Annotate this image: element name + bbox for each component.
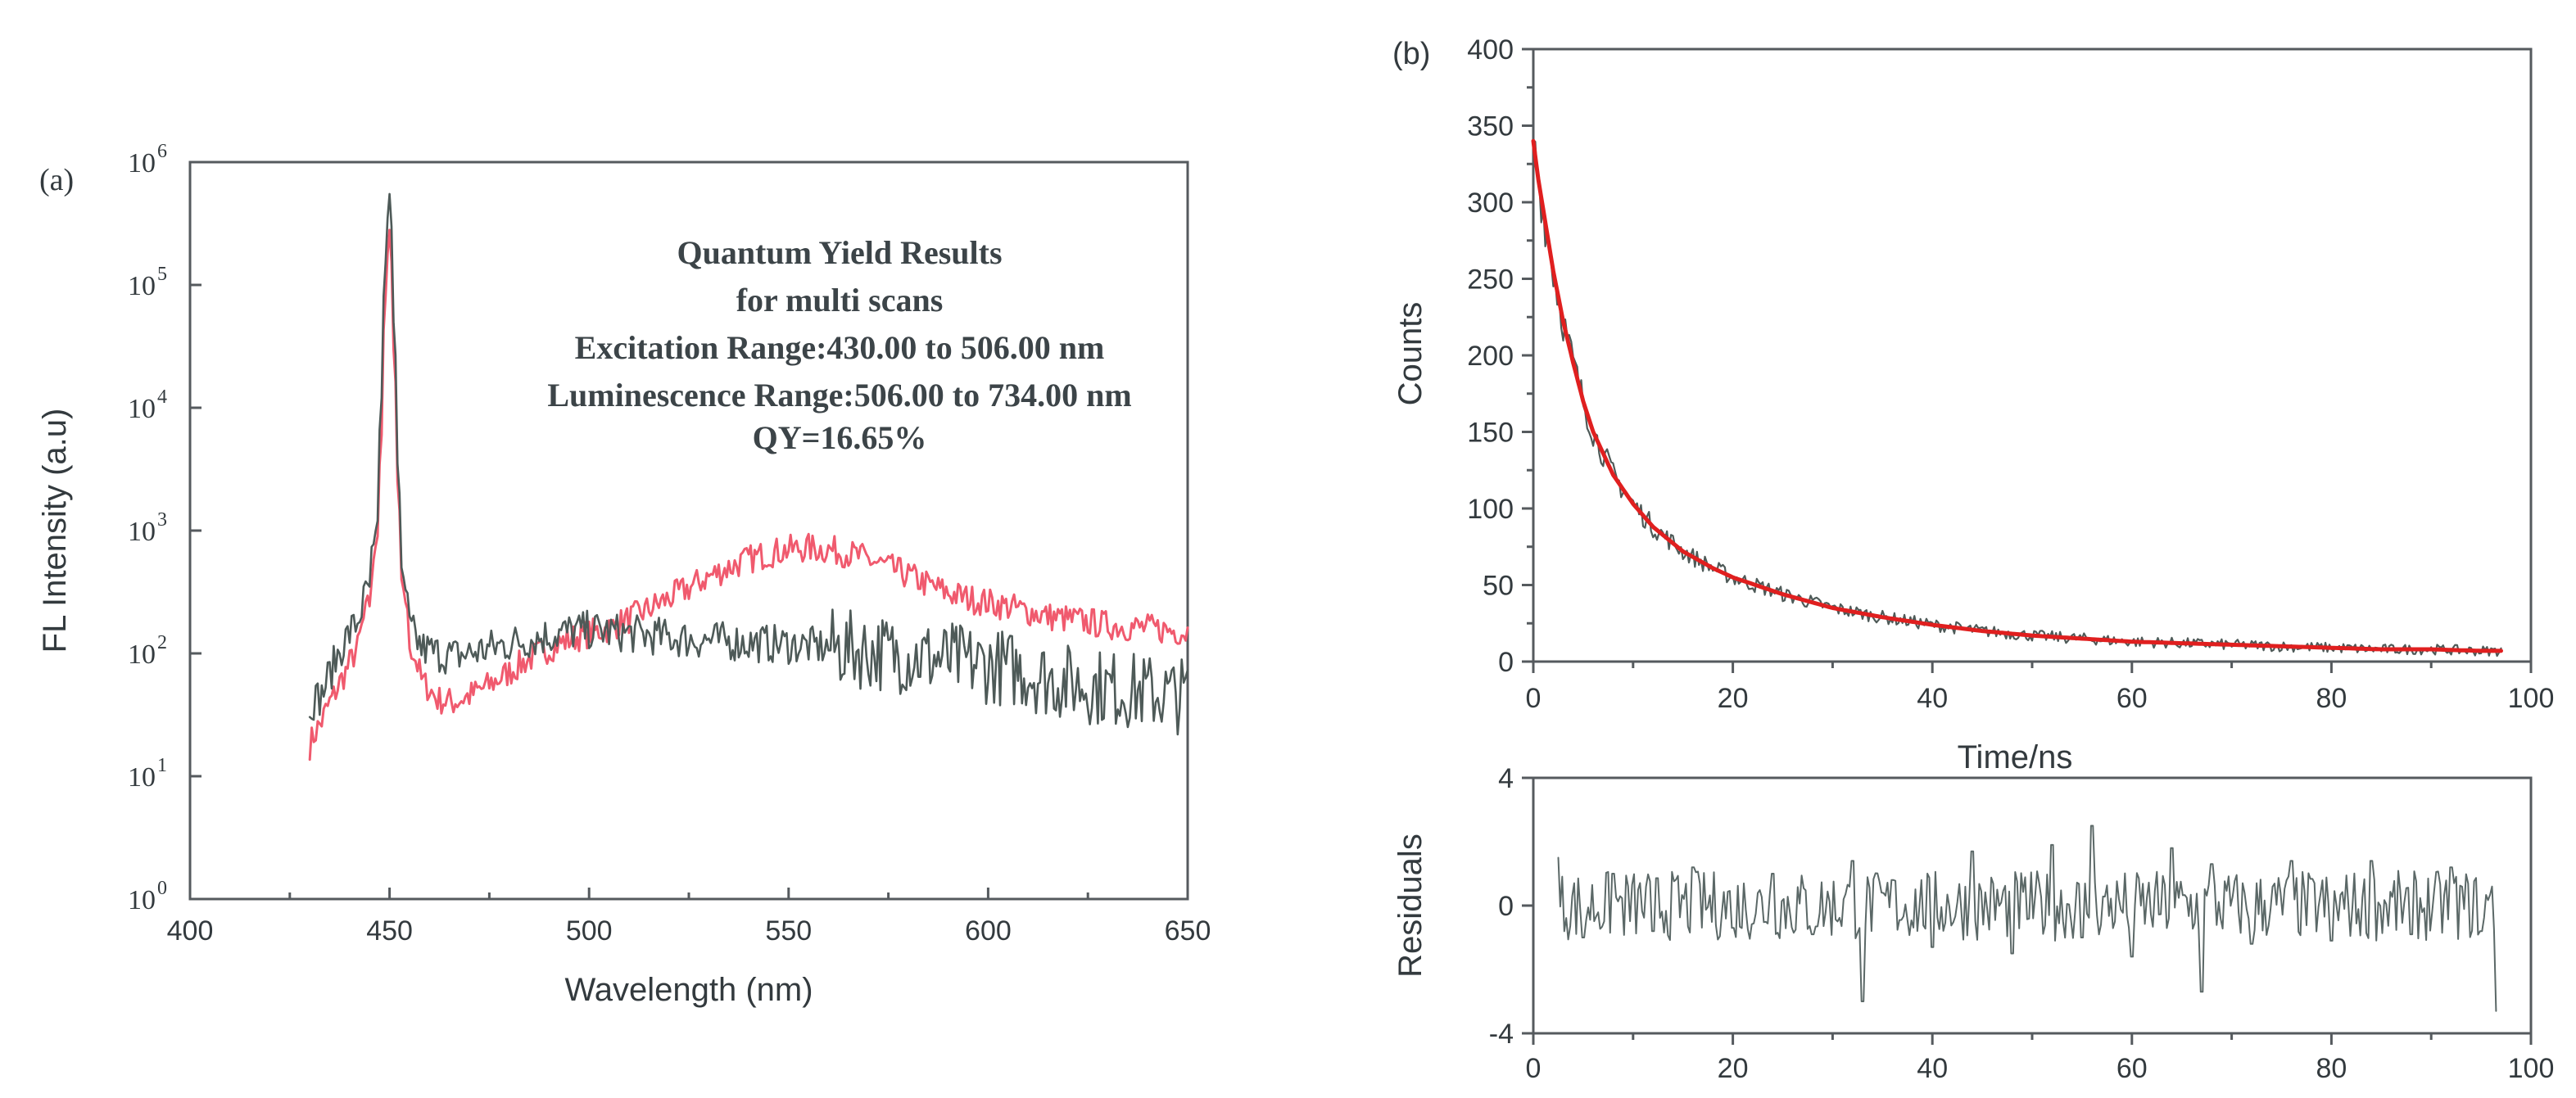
panel-b-residuals: 0 20 40 60 80 100 -4 0 4 Residuals <box>1392 763 2554 1084</box>
x-tick-label: 100 <box>2508 1053 2555 1084</box>
x-tick-label: 100 <box>2508 683 2555 714</box>
panel-a-annotation: Quantum Yield Results for multi scans Ex… <box>547 234 1131 456</box>
panel-a-label: (a) <box>39 163 74 197</box>
annotation-line: QY=16.65% <box>753 419 927 456</box>
decay-data-line <box>1532 140 2502 657</box>
x-tick-label: 40 <box>1917 683 1948 714</box>
y-tick-exponent: 1 <box>157 755 167 776</box>
x-tick-label: 80 <box>2316 1053 2347 1084</box>
x-tick-label: 40 <box>1917 1053 1948 1084</box>
y-tick-exponent: 4 <box>157 386 167 408</box>
sample-spectrum-line <box>308 228 1189 761</box>
residuals-series <box>1557 825 2497 1012</box>
x-tick-label: 0 <box>1526 1053 1542 1084</box>
annotation-line: Luminescence Range:506.00 to 734.00 nm <box>547 377 1131 413</box>
y-tick-exponent: 0 <box>157 878 167 899</box>
panel-b-label: (b) <box>1392 37 1430 71</box>
y-tick-label: 10 <box>128 639 156 670</box>
y-tick-label: 200 <box>1467 341 1514 372</box>
residuals-x-axis: 0 20 40 60 80 100 <box>1526 1033 2555 1084</box>
y-tick-label: -4 <box>1489 1019 1514 1050</box>
decay-fit-line <box>1531 138 2503 653</box>
annotation-line: Excitation Range:430.00 to 506.00 nm <box>575 329 1105 366</box>
x-tick-label: 0 <box>1526 683 1542 714</box>
x-tick-label: 20 <box>1718 1053 1749 1084</box>
y-tick-label: 10 <box>128 271 156 301</box>
y-tick-label: 0 <box>1498 891 1514 922</box>
y-tick-exponent: 2 <box>157 632 167 653</box>
panel-a-x-axis-label: Wavelength (nm) <box>564 972 813 1008</box>
panel-a-x-axis: 400 450 500 550 600 650 <box>167 888 1211 947</box>
x-tick-label: 450 <box>366 915 413 947</box>
annotation-line: for multi scans <box>736 282 944 319</box>
y-tick-exponent: 5 <box>157 264 167 285</box>
x-tick-label: 80 <box>2316 683 2347 714</box>
panel-b-decay: (b) 0 20 40 60 80 100 0 50 100 150 200 250 300 350 40… <box>1392 34 2554 775</box>
x-tick-label: 600 <box>965 915 1012 947</box>
y-tick-label: 10 <box>128 394 156 424</box>
residuals-line <box>1557 825 2497 1012</box>
panel-b-y-axis: 0 50 100 150 200 250 300 350 400 <box>1467 34 1533 678</box>
panel-b-series <box>1531 138 2503 657</box>
x-tick-label: 650 <box>1165 915 1211 947</box>
panel-b-y-axis-label: Counts <box>1392 302 1428 406</box>
y-tick-label: 0 <box>1498 647 1514 678</box>
residuals-y-axis: -4 0 4 <box>1489 763 1533 1050</box>
panel-b-plot-frame <box>1532 47 2533 663</box>
y-tick-label: 250 <box>1467 264 1514 296</box>
reference-spectrum-line <box>308 192 1189 736</box>
panel-b-x-axis-label: Time/ns <box>1958 739 2073 775</box>
y-tick-exponent: 6 <box>157 141 167 162</box>
y-tick-exponent: 3 <box>157 509 167 531</box>
panel-a-series <box>308 192 1189 761</box>
y-tick-label: 400 <box>1467 34 1514 66</box>
x-tick-label: 550 <box>765 915 812 947</box>
y-tick-label: 100 <box>1467 494 1514 525</box>
y-tick-label: 350 <box>1467 111 1514 142</box>
y-tick-label: 150 <box>1467 418 1514 449</box>
panel-a-plot-frame <box>188 160 1189 901</box>
y-tick-label: 10 <box>128 762 156 793</box>
panel-a-y-axis-label: FL Intensity (a.u) <box>37 409 73 653</box>
x-tick-label: 60 <box>2116 1053 2148 1084</box>
panel-b-x-axis: 0 20 40 60 80 100 <box>1526 662 2555 714</box>
x-tick-label: 60 <box>2116 683 2148 714</box>
y-tick-label: 10 <box>128 517 156 547</box>
x-tick-label: 500 <box>566 915 613 947</box>
y-tick-label: 300 <box>1467 188 1514 219</box>
annotation-line: Quantum Yield Results <box>677 234 1002 271</box>
residuals-y-axis-label: Residuals <box>1392 834 1428 978</box>
y-tick-label: 10 <box>128 885 156 915</box>
x-tick-label: 400 <box>167 915 214 947</box>
x-tick-label: 20 <box>1718 683 1749 714</box>
y-tick-label: 10 <box>128 148 156 178</box>
y-tick-label: 50 <box>1483 571 1514 602</box>
y-tick-label: 4 <box>1498 763 1514 794</box>
